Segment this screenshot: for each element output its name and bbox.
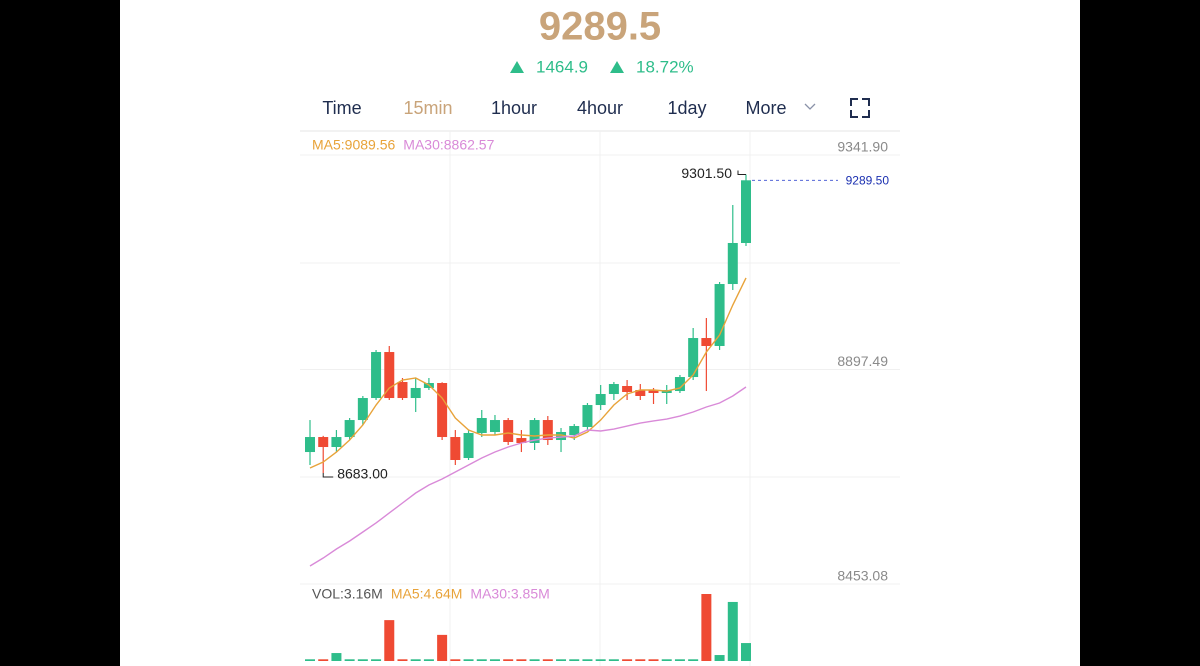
- volume-bar: [741, 643, 751, 661]
- candle-body: [331, 437, 342, 448]
- volume-bar: [476, 659, 487, 661]
- candle-body: [701, 338, 712, 346]
- candle-body: [727, 242, 738, 285]
- volume-bar: [397, 659, 408, 661]
- candle-body: [503, 420, 514, 442]
- candle-body: [569, 426, 580, 435]
- candle-body: [582, 405, 593, 427]
- fullscreen-icon[interactable]: [850, 98, 870, 118]
- candle-body: [595, 394, 606, 406]
- candle-body: [344, 420, 355, 438]
- candle-body: [529, 420, 540, 444]
- volume-bar: [410, 659, 421, 661]
- change-pct: 18.72%: [636, 57, 694, 76]
- volume-legend: MA30:3.85M: [470, 586, 549, 602]
- volume-bar: [489, 659, 500, 661]
- volume-bar: [437, 634, 448, 661]
- volume-bar: [582, 659, 593, 661]
- candle-body: [371, 352, 382, 399]
- volume-bar: [674, 659, 685, 661]
- candle-body: [556, 431, 567, 441]
- volume-bar: [384, 620, 395, 661]
- candle-body: [648, 390, 659, 394]
- tab[interactable]: 4hour: [577, 98, 623, 118]
- candle-body: [516, 438, 527, 444]
- volume-bar: [714, 655, 725, 661]
- volume-bar: [556, 659, 567, 661]
- change: 1464.9: [536, 57, 588, 76]
- candle-body: [437, 383, 448, 438]
- candle-body: [688, 338, 699, 378]
- volume-bar: [529, 659, 540, 661]
- volume-bar: [423, 659, 434, 661]
- candle-body: [397, 381, 408, 399]
- tab[interactable]: Time: [322, 98, 361, 118]
- candle-body: [608, 384, 619, 395]
- candle-body: [674, 377, 685, 392]
- legend-label: MA30:8862.57: [403, 137, 494, 153]
- max-marker: [737, 170, 746, 175]
- candle-body: [635, 390, 646, 396]
- candle-body: [450, 437, 461, 460]
- volume-bar: [595, 659, 606, 661]
- min-marker: [322, 473, 334, 478]
- y-tick-label: 9341.90: [837, 139, 888, 155]
- volume-bar: [701, 594, 712, 661]
- volume-legend: MA5:4.64M: [391, 586, 463, 602]
- volume-bar: [318, 659, 329, 661]
- tab[interactable]: 1day: [667, 98, 706, 118]
- volume-bar: [503, 659, 514, 661]
- candle-body: [489, 420, 500, 432]
- tab[interactable]: 15min: [403, 98, 452, 118]
- y-tick-label: 8897.49: [837, 353, 888, 369]
- candle-body: [318, 437, 329, 448]
- up-icon: [510, 61, 524, 73]
- up-icon: [610, 61, 624, 73]
- last-price-label: 9289.50: [846, 173, 890, 187]
- volume-bar: [648, 659, 659, 661]
- candle-body: [384, 352, 395, 399]
- chevron[interactable]: [804, 103, 816, 110]
- candle-body: [410, 387, 421, 399]
- candle-body: [714, 284, 725, 346]
- legend-label: MA5:9089.56: [312, 137, 395, 153]
- price: 9289.5: [539, 5, 661, 49]
- candle-body: [476, 418, 487, 434]
- volume-bar: [569, 659, 580, 661]
- min-label: 8683.00: [337, 466, 388, 482]
- volume-bar: [450, 659, 461, 661]
- volume-bar: [344, 659, 355, 661]
- max-label: 9301.50: [681, 165, 732, 181]
- volume-bar: [357, 659, 368, 661]
- volume-bar: [635, 659, 646, 661]
- y-tick-label: 8453.08: [837, 568, 888, 584]
- volume-bar: [463, 659, 474, 661]
- volume-bar: [688, 659, 699, 661]
- volume-bar: [331, 653, 342, 661]
- candle-body: [542, 420, 553, 441]
- candle-body: [622, 386, 633, 392]
- volume-bar: [371, 659, 382, 661]
- tab[interactable]: 1hour: [491, 98, 537, 118]
- volume-bar: [542, 659, 553, 661]
- candle-body: [741, 180, 751, 243]
- volume-bar: [661, 659, 672, 661]
- ma-line: [309, 277, 747, 469]
- candle-body: [305, 437, 315, 453]
- volume-legend: VOL:3.16M: [312, 586, 383, 602]
- volume-bar: [305, 659, 315, 661]
- candle-body: [463, 433, 474, 459]
- ma-line: [309, 386, 747, 567]
- volume-bar: [608, 659, 619, 661]
- volume-bar: [727, 601, 738, 661]
- volume-bar: [516, 659, 527, 661]
- tab[interactable]: More: [745, 98, 786, 118]
- candle-body: [357, 398, 368, 421]
- volume-bar: [622, 659, 633, 661]
